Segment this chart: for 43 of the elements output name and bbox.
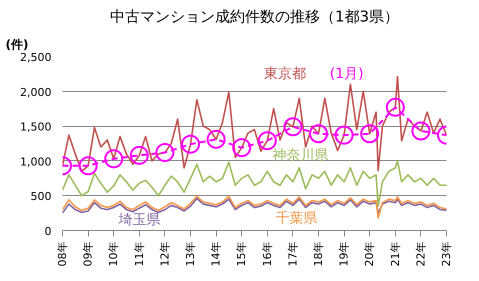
- point: [181, 134, 200, 154]
- point: [155, 143, 174, 162]
- point: [411, 121, 430, 140]
- x-tick-label: 09年: [82, 241, 95, 266]
- point: [78, 156, 98, 176]
- y-tick-label: 1,500: [20, 120, 52, 134]
- y-axis-title: (件): [6, 38, 28, 52]
- x-tick-label: 21年: [388, 241, 402, 266]
- x-tick-label: 10年: [107, 241, 120, 266]
- x-tick-label: 08年: [56, 241, 69, 266]
- x-tick-label: 12年: [158, 241, 172, 266]
- series-label: 東京都: [264, 66, 306, 82]
- x-tick-label: 15年: [235, 241, 248, 266]
- y-tick-label: 500: [30, 190, 52, 204]
- point: [360, 124, 380, 144]
- x-tick-label: 18年: [312, 241, 326, 266]
- point: [283, 117, 302, 136]
- series-label: 埼玉県: [117, 212, 160, 228]
- x-tick-label: 11年: [132, 241, 146, 266]
- point: [232, 138, 252, 158]
- point: [334, 126, 354, 145]
- point: [206, 130, 226, 149]
- series-label: 神奈川県: [272, 148, 329, 164]
- x-tick-label: 17年: [286, 241, 300, 266]
- x-tick-label: 23年: [440, 241, 453, 266]
- x-tick-label: 14年: [210, 241, 223, 266]
- point: [386, 98, 405, 117]
- text: (1月): [330, 66, 364, 82]
- x-tick-label: 16年: [260, 241, 274, 266]
- point: [309, 124, 328, 144]
- series-label: 千葉県: [276, 210, 318, 226]
- point: [130, 146, 149, 165]
- x-tick-label: 20年: [363, 241, 376, 266]
- point: [104, 149, 124, 168]
- y-tick-label: 1,000: [20, 155, 52, 168]
- x-tick-label: 22年: [414, 241, 428, 266]
- x-tick-label: 19年: [338, 241, 351, 266]
- chart-title: 中古マンション成約件数の推移（1都3県）: [110, 8, 400, 26]
- y-tick-label: 0: [44, 225, 52, 238]
- line-series: [62, 160, 446, 207]
- y-tick-label: 2,500: [20, 51, 52, 64]
- x-tick-label: 13年: [184, 241, 198, 266]
- y-tick-label: 2,000: [20, 86, 52, 99]
